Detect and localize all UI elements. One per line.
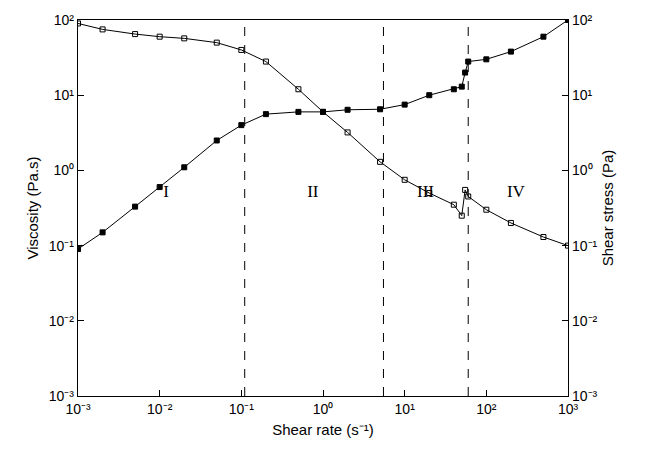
svg-text:10⁻³: 10⁻³ [572,388,598,404]
svg-text:10⁰: 10⁰ [572,162,593,178]
svg-text:10¹: 10¹ [572,87,593,103]
svg-text:10²: 10² [572,12,593,28]
svg-text:II: II [307,182,319,201]
svg-text:IV: IV [507,182,526,201]
svg-text:10⁻¹: 10⁻¹ [229,401,255,417]
svg-text:10³: 10³ [558,401,579,417]
svg-text:10²: 10² [476,401,497,417]
svg-text:10²: 10² [54,12,75,28]
svg-text:III: III [417,182,434,201]
svg-text:10⁻¹: 10⁻¹ [572,238,598,254]
svg-text:10⁰: 10⁰ [53,162,74,178]
svg-text:10⁻²: 10⁻² [572,313,598,329]
svg-text:10⁻²: 10⁻² [147,401,173,417]
svg-text:10¹: 10¹ [395,401,416,417]
svg-text:10⁰: 10⁰ [313,401,334,417]
svg-text:10⁻³: 10⁻³ [65,401,91,417]
svg-text:10⁻³: 10⁻³ [49,388,75,404]
svg-text:Shear rate (s⁻¹): Shear rate (s⁻¹) [272,421,374,438]
svg-text:10⁻¹: 10⁻¹ [49,238,75,254]
svg-text:I: I [163,182,169,201]
svg-text:10⁻²: 10⁻² [49,313,75,329]
svg-text:10¹: 10¹ [54,87,75,103]
svg-text:Shear stress (Pa): Shear stress (Pa) [599,150,616,267]
svg-text:Viscosity (Pa.s): Viscosity (Pa.s) [24,156,41,259]
